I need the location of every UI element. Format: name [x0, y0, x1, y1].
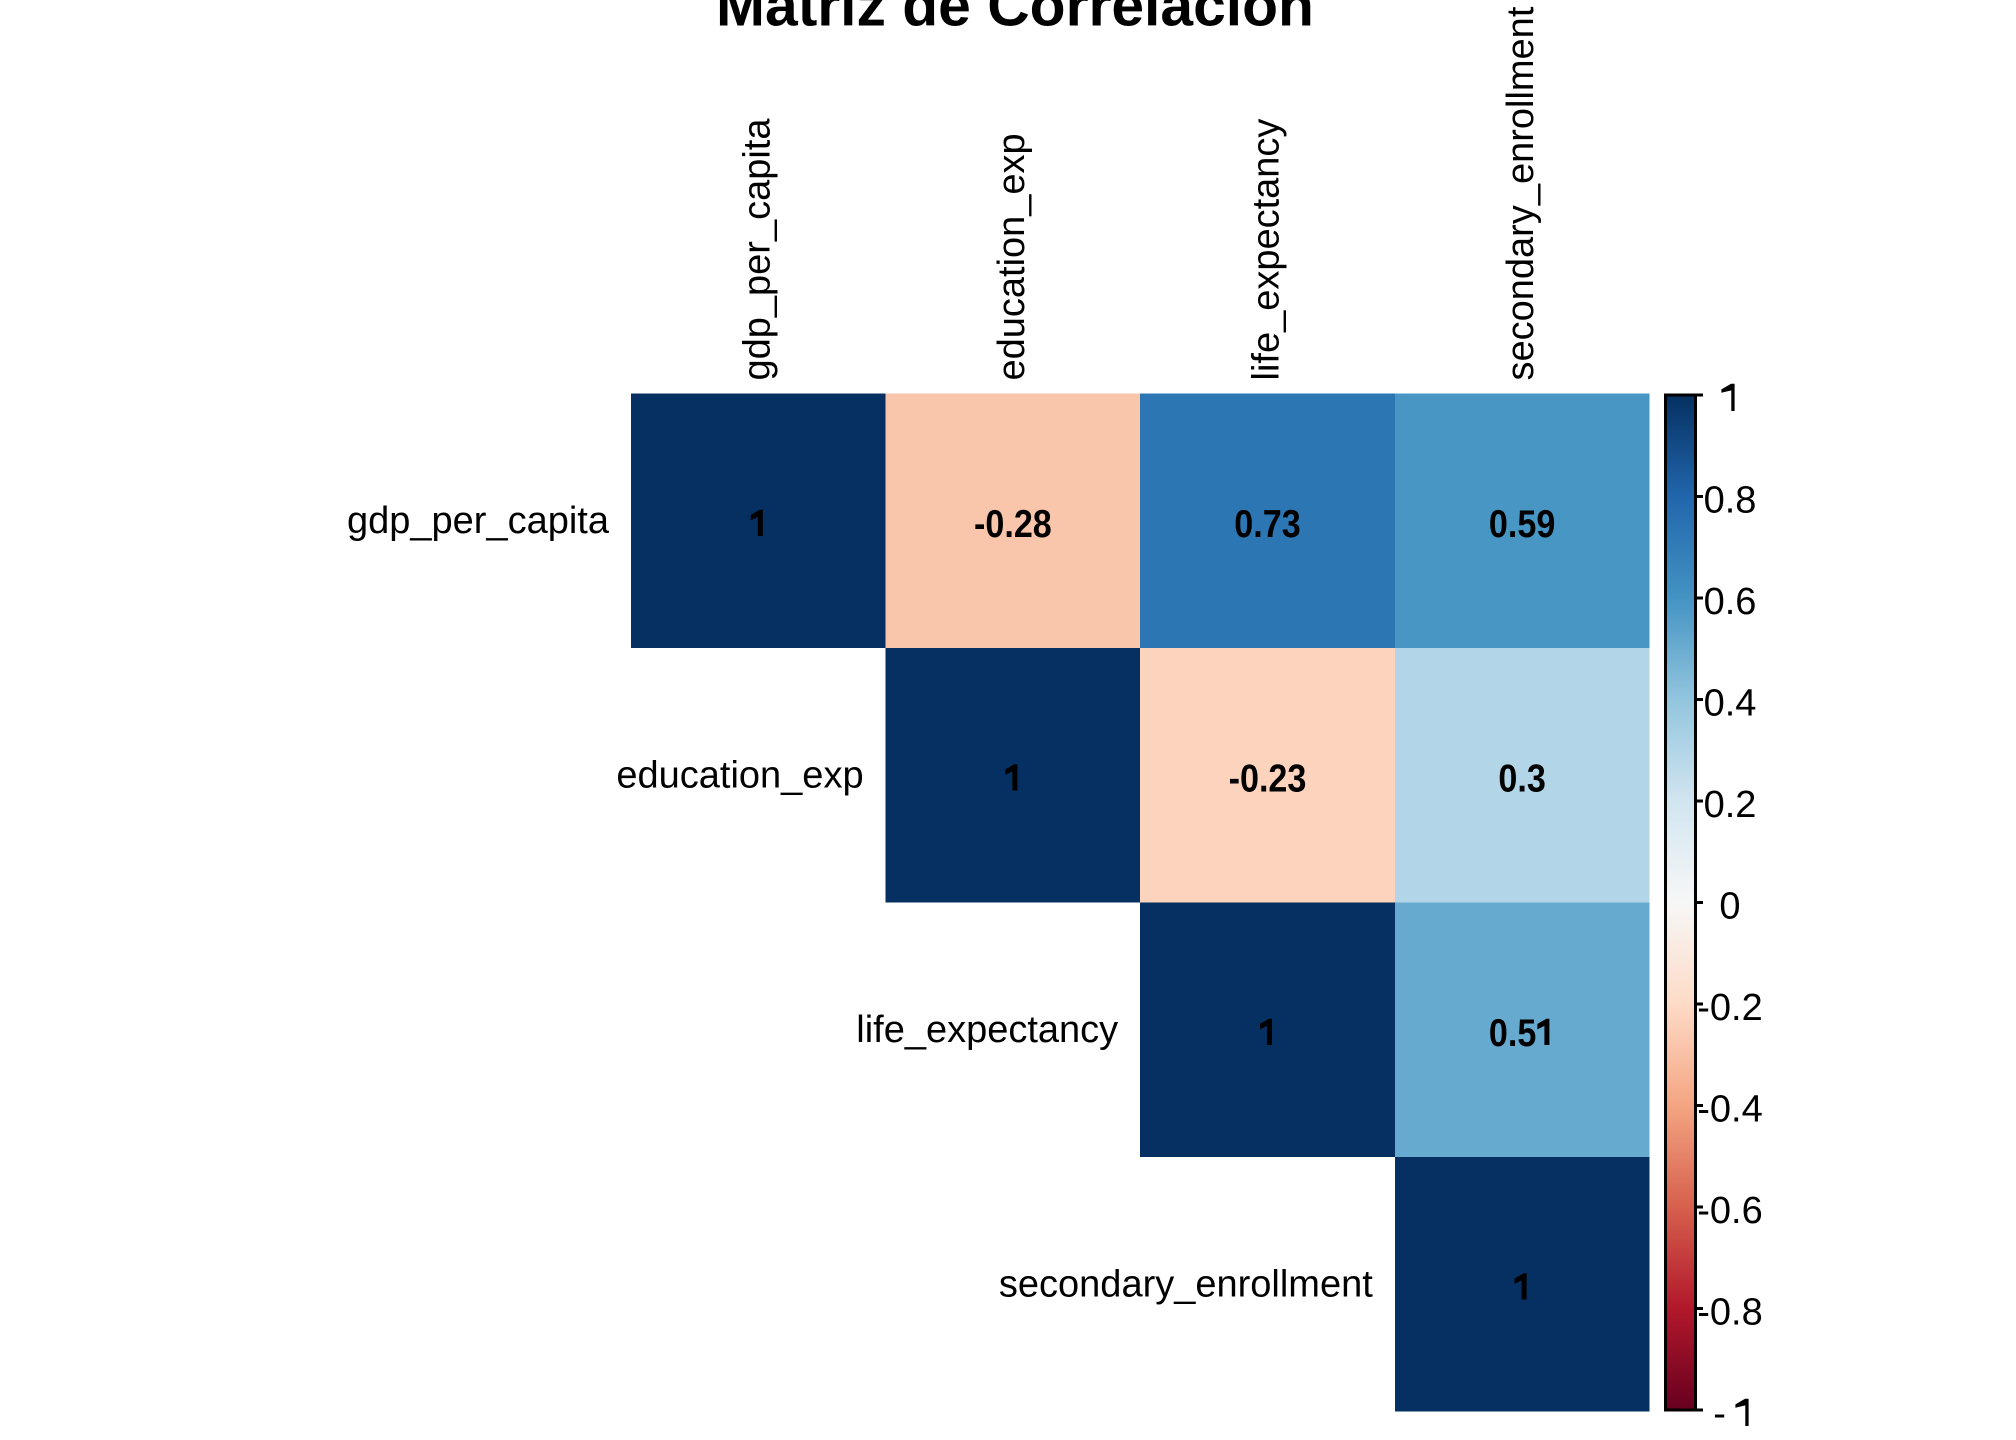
- svg-text:gdp_per_capita: gdp_per_capita: [736, 118, 778, 381]
- svg-text:-0.28: -0.28: [974, 503, 1052, 546]
- svg-text:0.3: 0.3: [1498, 758, 1545, 801]
- svg-text:-0.8: -0.8: [1697, 1292, 1762, 1334]
- svg-text:-0.4: -0.4: [1697, 1089, 1762, 1131]
- svg-text:0.5: 0.5: [1489, 1012, 1536, 1055]
- svg-text:education_exp: education_exp: [616, 754, 863, 796]
- svg-text:0.6: 0.6: [1704, 581, 1757, 623]
- svg-text:gdp_per_capita: gdp_per_capita: [347, 500, 610, 542]
- svg-text:-0.2: -0.2: [1697, 987, 1762, 1029]
- svg-text:0.2: 0.2: [1704, 784, 1757, 826]
- svg-text:0.4: 0.4: [1704, 683, 1757, 725]
- svg-text:life_expectancy: life_expectancy: [1246, 119, 1288, 381]
- svg-text:-: -: [1713, 1393, 1726, 1435]
- svg-text:0: 0: [1719, 886, 1740, 928]
- svg-text:life_expectancy: life_expectancy: [856, 1009, 1118, 1051]
- svg-text:0.59: 0.59: [1489, 503, 1555, 546]
- svg-text:-0.6: -0.6: [1697, 1190, 1762, 1232]
- svg-text:secondary_enrollment: secondary_enrollment: [999, 1263, 1373, 1305]
- svg-text:Matriz de Correlación: Matriz de Correlación: [716, 0, 1314, 39]
- svg-text:0.73: 0.73: [1234, 503, 1300, 546]
- svg-text:0.8: 0.8: [1704, 480, 1757, 522]
- svg-text:education_exp: education_exp: [991, 133, 1033, 380]
- svg-text:-0.23: -0.23: [1229, 758, 1307, 801]
- svg-text:secondary_enrollment: secondary_enrollment: [1500, 6, 1542, 380]
